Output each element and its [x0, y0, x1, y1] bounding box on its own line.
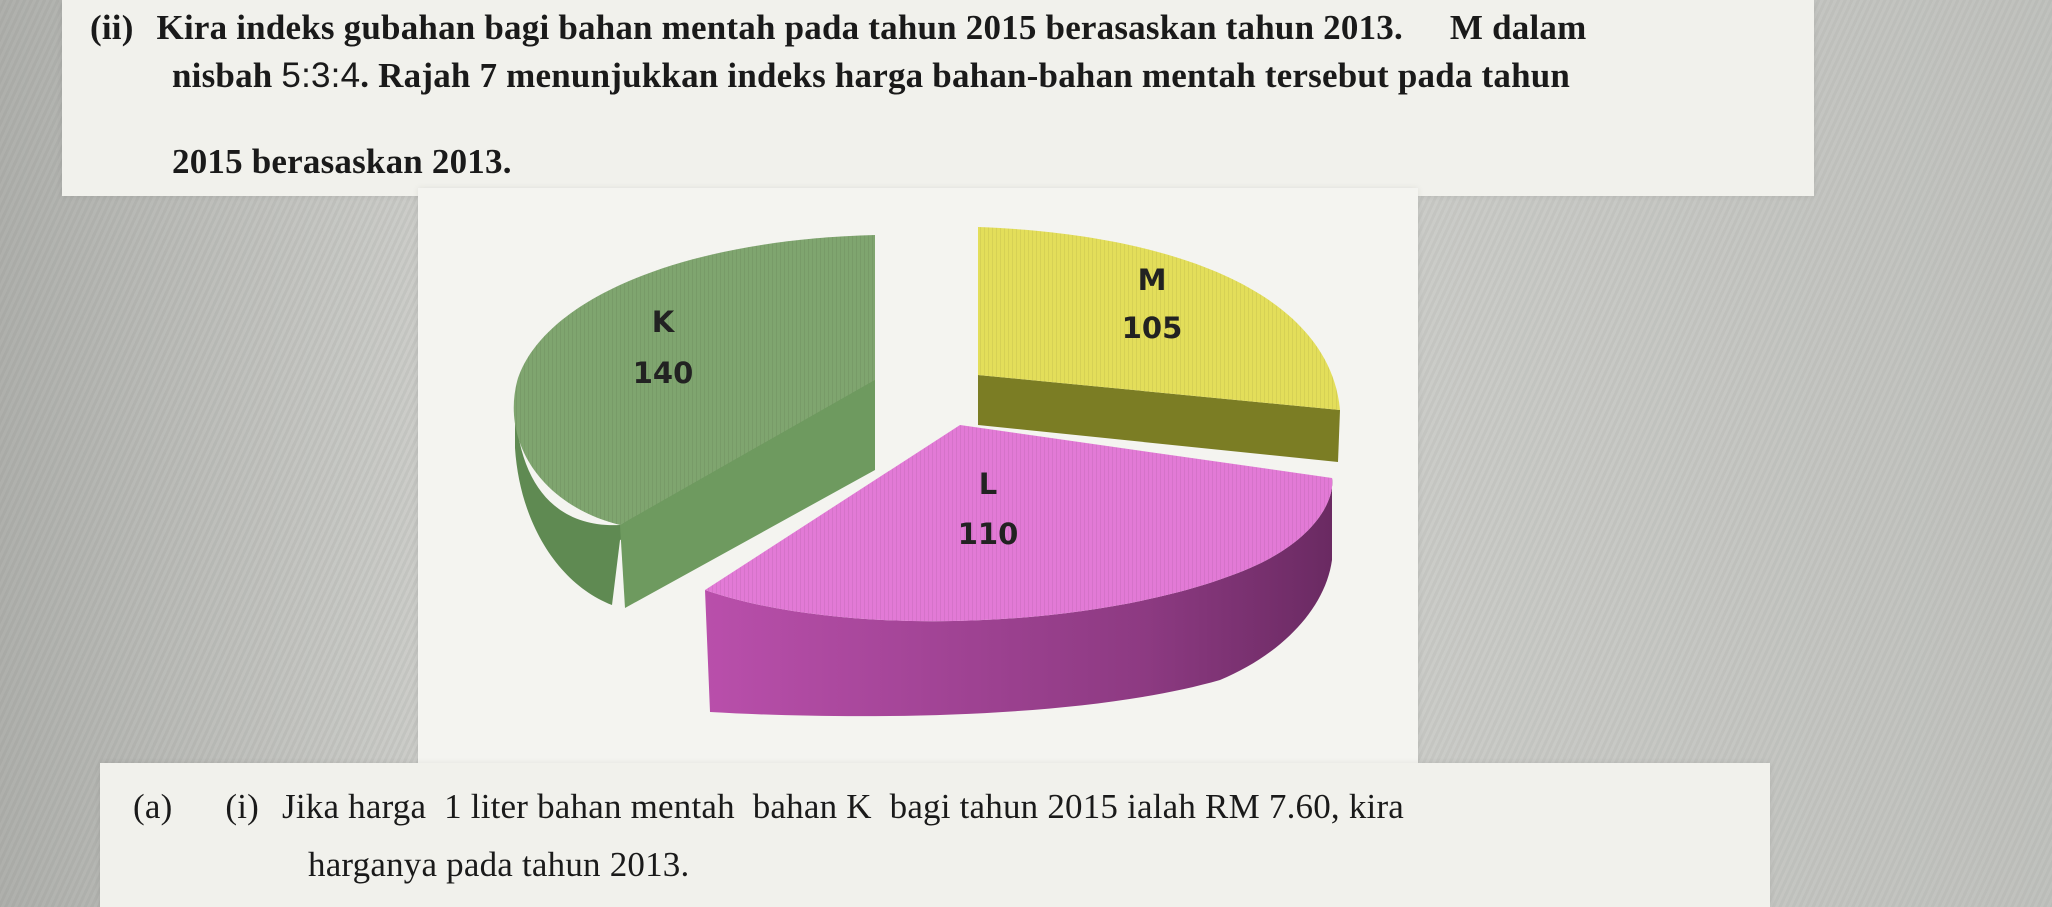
nisbah-word: nisbah: [172, 56, 273, 95]
subquestion-label-a: (a): [133, 787, 173, 826]
slice-k-value: 140: [633, 356, 694, 390]
slice-l-top-texture: [705, 425, 1333, 622]
question-line-2-text: . Rajah 7 menunjukkan indeks harga bahan…: [360, 56, 1571, 95]
slice-m-value: 105: [1122, 311, 1183, 345]
slice-l-label: L: [979, 467, 997, 501]
slice-m-side: [978, 375, 1340, 462]
question-line-1-tail: M dalam: [1449, 8, 1587, 47]
slice-m-top-texture: [978, 227, 1340, 410]
subquestion-line-1: (a) (i) Jika harga 1 liter bahan mentah …: [133, 787, 1404, 827]
slice-k-side: [620, 380, 875, 608]
subquestion-line-1-text: Jika harga 1 liter bahan mentah bahan K …: [282, 787, 1405, 826]
slice-l-value: 110: [958, 517, 1019, 551]
question-text-panel: [62, 0, 1814, 196]
question-line-2: nisbah 5:3:4. Rajah 7 menunjukkan indeks…: [172, 56, 1570, 96]
part-label: (ii): [90, 8, 134, 47]
question-line-1: (ii) Kira indeks gubahan bagi bahan ment…: [90, 8, 1586, 48]
ratio-value: 5:3:4: [281, 56, 361, 95]
subquestion-text-panel: [100, 763, 1770, 907]
slice-l: [705, 425, 1333, 717]
slice-l-side: [705, 478, 1333, 717]
question-line-3: 2015 berasaskan 2013.: [172, 142, 512, 181]
slice-k-label: K: [652, 305, 676, 339]
subquestion-label-i: (i): [225, 787, 260, 826]
slice-k-top-texture: [513, 235, 875, 525]
slice-k: [513, 235, 875, 608]
slice-m-label: M: [1138, 263, 1167, 297]
slice-m: [978, 227, 1340, 462]
question-line-1-text: Kira indeks gubahan bagi bahan mentah pa…: [156, 8, 1403, 47]
subquestion-line-2: harganya pada tahun 2013.: [308, 845, 690, 884]
